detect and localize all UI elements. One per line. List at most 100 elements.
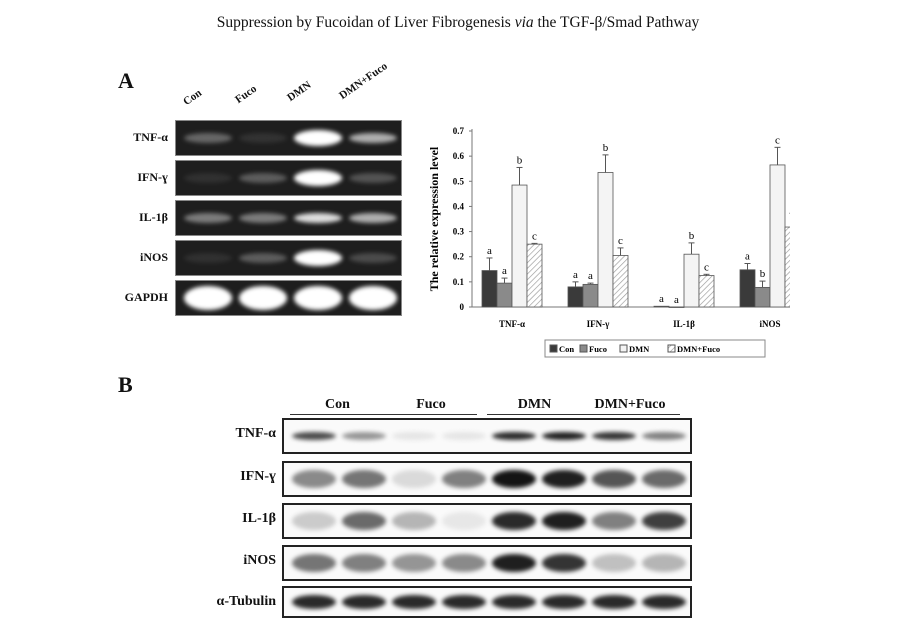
blot-band (492, 432, 536, 440)
blot-band (642, 512, 686, 530)
gel-row-label: iNOS (139, 250, 168, 264)
bar (653, 305, 670, 308)
legend-label: DMN+Fuco (677, 344, 720, 354)
gel-band (184, 253, 232, 263)
legend-swatch (619, 344, 628, 353)
bar (597, 172, 614, 308)
blot-band (642, 470, 686, 488)
significance-letter: a (588, 270, 593, 282)
bar (739, 269, 756, 308)
blot-band (542, 595, 586, 609)
gel-band (239, 286, 287, 310)
bar (769, 164, 786, 308)
gel-strip (175, 200, 402, 236)
blot-band (642, 432, 686, 440)
gel-band (184, 173, 232, 183)
significance-letter: c (618, 235, 623, 247)
blot-band (342, 595, 386, 609)
gel-band (294, 130, 342, 146)
blot-band (542, 470, 586, 488)
blot-band (442, 512, 486, 530)
blot-band (392, 595, 436, 609)
y-tick-label: 0.3 (453, 227, 465, 237)
bar (668, 306, 685, 308)
blot-band (592, 432, 636, 440)
blot-band (292, 554, 336, 572)
blot-band (292, 432, 336, 440)
gel-band (349, 173, 397, 183)
x-tick-label: IL-1β (673, 319, 695, 329)
y-tick-label: 0.6 (453, 151, 465, 161)
gel-row-label: TNF-α (133, 130, 168, 144)
legend-label: Con (559, 344, 574, 354)
bar (496, 282, 513, 308)
lane-label: Fuco (233, 82, 260, 106)
blot-band (642, 595, 686, 609)
gel-row-label: IL-1β (139, 210, 168, 224)
lane-label: DMN+Fuco (337, 60, 390, 102)
bar (784, 226, 790, 308)
legend-swatch (667, 344, 676, 353)
blot-row-label: iNOS (243, 553, 276, 568)
x-tick-label: IFN-γ (587, 319, 610, 329)
blot-strip (282, 545, 692, 581)
legend: Con Fuco DMN DMN+Fuco (544, 339, 766, 358)
gel-band (239, 213, 287, 223)
group-label: Fuco (385, 397, 477, 415)
bar-chart: 0 0.1 0.2 0.3 0.4 0.5 0.6 0.7 The relative expre… (427, 126, 790, 358)
legend-label: Fuco (589, 344, 607, 354)
legend-swatch (549, 344, 558, 353)
legend-swatch (579, 344, 588, 353)
group-label: Con (290, 397, 385, 415)
significance-letter: c (775, 134, 780, 146)
blot-strip (282, 586, 692, 618)
x-tick-label: iNOS (759, 319, 780, 329)
blot-band (342, 470, 386, 488)
blot-band (592, 554, 636, 572)
bar (582, 283, 599, 308)
significance-letter: a (502, 265, 507, 277)
blot-band (342, 512, 386, 530)
blot-band (592, 470, 636, 488)
significance-letter: c (532, 230, 537, 242)
blot-band (342, 554, 386, 572)
legend-label: DMN (629, 344, 650, 354)
bar (567, 286, 584, 308)
gel-band (294, 170, 342, 186)
bar (698, 275, 715, 308)
blot-strip (282, 461, 692, 497)
gel-strip (175, 280, 402, 316)
gel-band (239, 253, 287, 263)
significance-letter: a (745, 251, 750, 263)
blot-band (392, 512, 436, 530)
y-tick-label: 0.1 (453, 277, 465, 287)
blot-band (292, 512, 336, 530)
y-tick-label: 0.4 (453, 201, 465, 211)
group-label: DMN+Fuco (580, 397, 680, 415)
gel-band (239, 133, 287, 143)
blot-band (492, 512, 536, 530)
blot-band (642, 554, 686, 572)
significance-letter: c (704, 261, 709, 273)
blot-band (592, 512, 636, 530)
blot-band (492, 595, 536, 609)
blot-row-label: IL-1β (242, 511, 276, 526)
blot-band (542, 512, 586, 530)
gel-band (349, 286, 397, 310)
lane-label: Con (181, 86, 205, 108)
figure-title: Suppression by Fucoidan of Liver Fibroge… (216, 14, 700, 31)
significance-letter: b (689, 230, 695, 242)
blot-band (342, 432, 386, 440)
gel-strip (175, 160, 402, 196)
gel-band (184, 133, 232, 143)
blot-band (492, 470, 536, 488)
lane-label: DMN (285, 79, 314, 104)
blot-band (442, 554, 486, 572)
blot-row-label: IFN-ɣ (240, 469, 276, 484)
group-label: DMN (487, 397, 582, 415)
bar (612, 255, 629, 308)
gel-row-label: GAPDH (124, 290, 168, 304)
blot-band (492, 554, 536, 572)
bar (511, 184, 528, 308)
significance-letter: b (517, 154, 523, 166)
